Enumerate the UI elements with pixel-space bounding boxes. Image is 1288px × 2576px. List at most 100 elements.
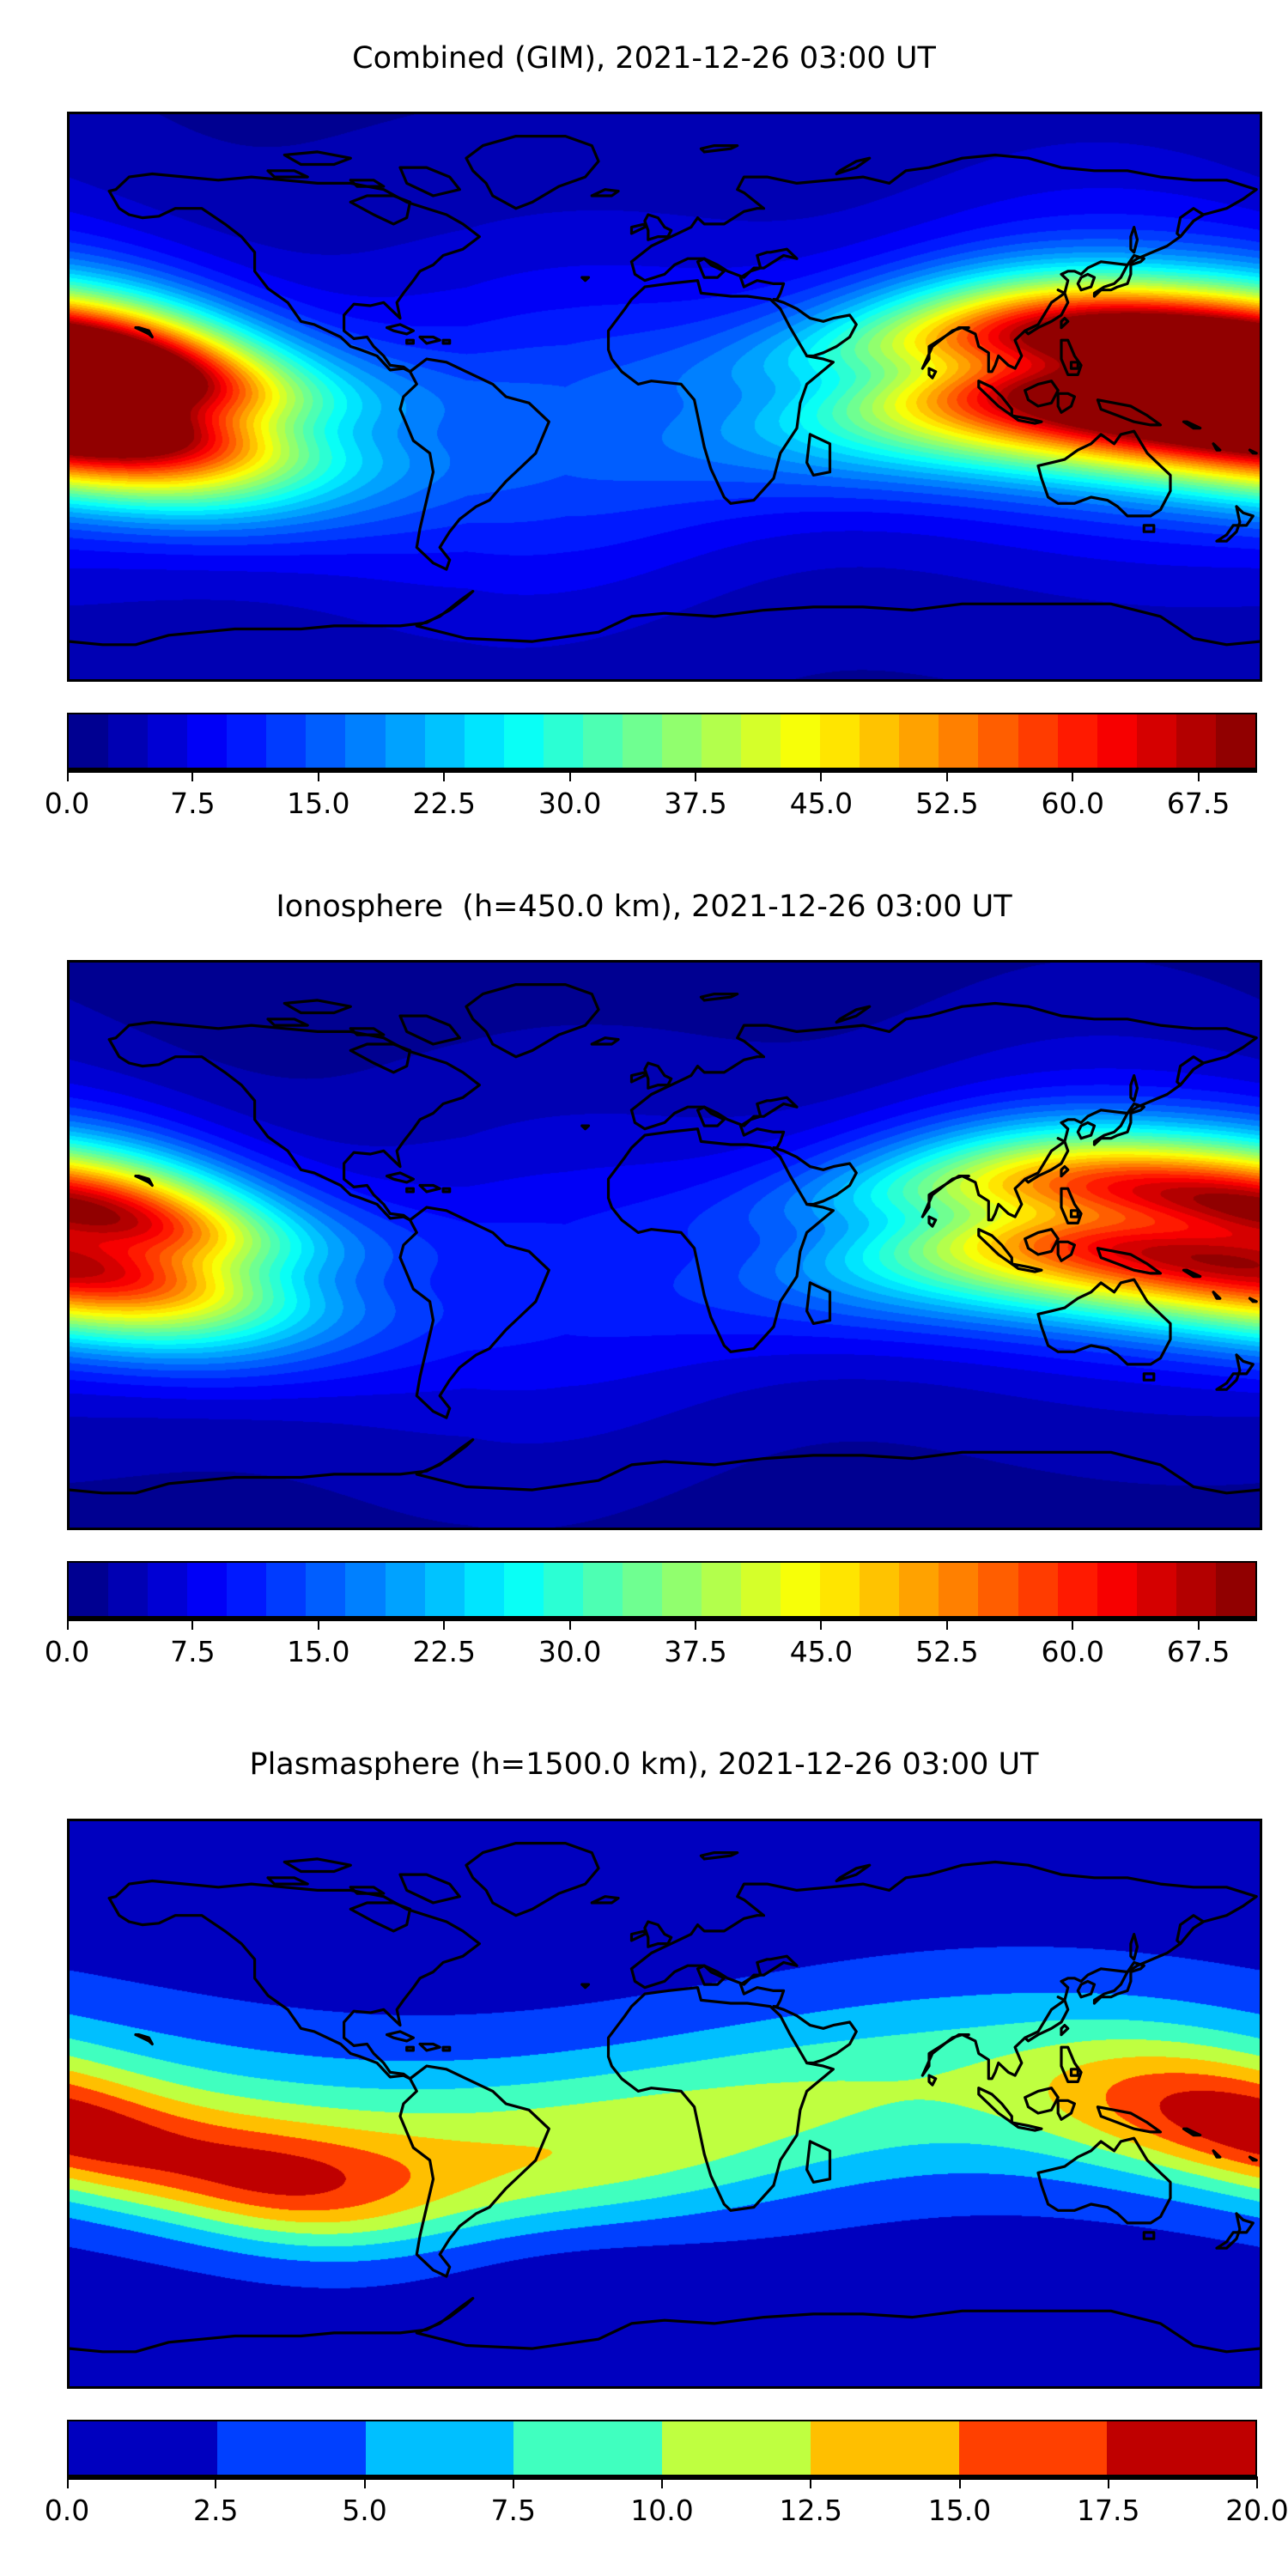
colorbar-tick-label: 15.0 <box>927 2494 992 2527</box>
colorbar-band <box>1215 1563 1255 1616</box>
colorbar-tick <box>317 769 319 781</box>
colorbar-band <box>216 2421 366 2475</box>
colorbar-tick-label: 0.0 <box>44 1635 90 1668</box>
colorbar-tick-label: 30.0 <box>538 1635 602 1668</box>
colorbar-tick-label: 20.0 <box>1225 2494 1288 2527</box>
colorbar-tick <box>1197 769 1200 781</box>
colorbar-band <box>227 1563 267 1616</box>
colorbar-band <box>1018 714 1058 768</box>
colorbar-tick-label: 37.5 <box>664 1635 727 1668</box>
map-ionosphere <box>67 960 1262 1530</box>
colorbar-tick <box>695 1618 697 1630</box>
colorbar-band <box>939 1563 979 1616</box>
colorbar-tick <box>945 1618 948 1630</box>
colorbar-tick <box>1072 769 1074 781</box>
colorbar-band <box>622 1563 662 1616</box>
map-canvas-ionosphere <box>70 963 1260 1528</box>
colorbar-ionosphere: 0.0 7.5 15.0 22.5 30.0 37.5 45.0 52.5 60.0 67.5 <box>45 1561 1257 1690</box>
colorbar-tick-label: 67.5 <box>1166 1635 1230 1668</box>
colorbar-tick <box>363 2476 366 2488</box>
colorbar-band <box>69 1563 109 1616</box>
colorbar-band <box>306 714 346 768</box>
colorbar-band <box>345 714 386 768</box>
colorbar-band <box>860 714 900 768</box>
colorbar-band <box>543 714 583 768</box>
colorbar-band <box>1215 714 1255 768</box>
colorbar-combined-gim: 0.0 7.5 15.0 22.5 30.0 37.5 45.0 52.5 60.0 67.5 <box>45 713 1257 841</box>
colorbar-band <box>108 1563 149 1616</box>
colorbar-band <box>227 714 267 768</box>
colorbar-band <box>1097 714 1137 768</box>
colorbar-strip-combined-gim <box>67 713 1257 769</box>
colorbar-band <box>513 2421 662 2475</box>
colorbar-tick <box>443 1618 446 1630</box>
colorbar-band <box>958 2421 1108 2475</box>
colorbar-band <box>69 2421 217 2475</box>
colorbar-band <box>464 714 504 768</box>
colorbar-tick-label: 7.5 <box>170 787 216 820</box>
colorbar-band <box>365 2421 514 2475</box>
colorbar-axis-line <box>67 1618 1257 1621</box>
colorbar-band <box>582 714 623 768</box>
colorbar-tick <box>443 769 446 781</box>
colorbar-band <box>424 1563 465 1616</box>
colorbar-tick-label: 60.0 <box>1041 1635 1105 1668</box>
colorbar-tick-label: 2.5 <box>193 2494 239 2527</box>
colorbar-tick-label: 7.5 <box>490 2494 536 2527</box>
colorbar-band <box>424 714 465 768</box>
colorbar-strip-ionosphere <box>67 1561 1257 1618</box>
colorbar-axis-ionosphere: 0.0 7.5 15.0 22.5 30.0 37.5 45.0 52.5 60.0 67.5 <box>45 1618 1257 1686</box>
colorbar-band <box>899 1563 939 1616</box>
colorbar-band <box>69 714 109 768</box>
colorbar-band <box>860 1563 900 1616</box>
colorbar-tick <box>317 1618 319 1630</box>
colorbar-tick <box>661 2476 663 2488</box>
panel-title-plasmasphere: Plasmasphere (h=1500.0 km), 2021-12-26 0… <box>249 1747 1039 1782</box>
colorbar-band <box>345 1563 386 1616</box>
colorbar-band <box>1136 1563 1176 1616</box>
panel-title-ionosphere: Ionosphere (h=450.0 km), 2021-12-26 03:0… <box>276 890 1012 924</box>
colorbar-band <box>702 1563 742 1616</box>
colorbar-tick <box>215 2476 217 2488</box>
panel-ionosphere: Ionosphere (h=450.0 km), 2021-12-26 03:0… <box>0 848 1288 1707</box>
colorbar-band <box>661 1563 702 1616</box>
colorbar-tick <box>568 769 571 781</box>
colorbar-band <box>978 1563 1018 1616</box>
colorbar-band <box>1057 1563 1097 1616</box>
colorbar-tick-label: 60.0 <box>1041 787 1105 820</box>
colorbar-axis-plasmasphere: 0.0 2.5 5.0 7.5 10.0 12.5 15.0 17.5 20.0 <box>45 2476 1288 2545</box>
colorbar-band <box>899 714 939 768</box>
colorbar-tick-label: 45.0 <box>789 1635 854 1668</box>
colorbar-band <box>781 1563 821 1616</box>
colorbar-tick-label: 22.5 <box>412 787 476 820</box>
colorbar-tick-label: 45.0 <box>789 787 854 820</box>
colorbar-band <box>266 714 307 768</box>
colorbar-band <box>702 714 742 768</box>
colorbar-band <box>1057 714 1097 768</box>
colorbar-tick <box>1072 1618 1074 1630</box>
colorbar-band <box>1018 1563 1058 1616</box>
panel-title-combined-gim: Combined (GIM), 2021-12-26 03:00 UT <box>352 41 936 76</box>
colorbar-band <box>810 2421 959 2475</box>
colorbar-band <box>978 714 1018 768</box>
colorbar-tick <box>568 1618 571 1630</box>
map-plasmasphere <box>67 1819 1262 2389</box>
colorbar-band <box>306 1563 346 1616</box>
colorbar-band <box>1097 1563 1137 1616</box>
colorbar-axis-combined-gim: 0.0 7.5 15.0 22.5 30.0 37.5 45.0 52.5 60.0 67.5 <box>45 769 1257 838</box>
colorbar-band <box>1136 714 1176 768</box>
colorbar-tick <box>820 1618 823 1630</box>
map-combined-gim <box>67 112 1262 682</box>
colorbar-tick <box>1197 1618 1200 1630</box>
colorbar-strip-plasmasphere <box>67 2420 1257 2476</box>
colorbar-band <box>385 714 425 768</box>
colorbar-band <box>582 1563 623 1616</box>
colorbar-band <box>820 1563 860 1616</box>
colorbar-tick <box>1256 2476 1258 2488</box>
colorbar-tick-label: 0.0 <box>44 2494 90 2527</box>
colorbar-band <box>148 1563 188 1616</box>
colorbar-tick <box>695 769 697 781</box>
colorbar-band <box>741 714 781 768</box>
colorbar-band <box>187 714 228 768</box>
